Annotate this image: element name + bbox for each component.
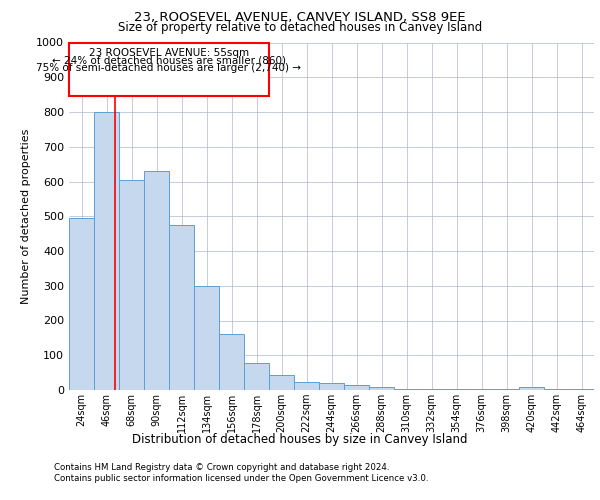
Bar [69, 218, 94, 390]
Text: Contains public sector information licensed under the Open Government Licence v3: Contains public sector information licen… [54, 474, 428, 483]
Text: 23 ROOSEVEL AVENUE: 55sqm: 23 ROOSEVEL AVENUE: 55sqm [89, 48, 249, 58]
Bar [269, 376, 294, 390]
Bar [119, 180, 144, 390]
Bar [219, 334, 244, 390]
Text: ← 24% of detached houses are smaller (860): ← 24% of detached houses are smaller (86… [52, 56, 286, 66]
Text: 23, ROOSEVEL AVENUE, CANVEY ISLAND, SS8 9EE: 23, ROOSEVEL AVENUE, CANVEY ISLAND, SS8 … [134, 11, 466, 24]
Bar [194, 286, 219, 390]
Bar [169, 225, 194, 390]
Bar [244, 363, 269, 390]
Bar [94, 112, 119, 390]
Bar [69, 42, 269, 96]
Y-axis label: Number of detached properties: Number of detached properties [20, 128, 31, 304]
Bar [319, 383, 344, 390]
Bar [519, 386, 544, 390]
Text: Contains HM Land Registry data © Crown copyright and database right 2024.: Contains HM Land Registry data © Crown c… [54, 462, 389, 471]
Bar [344, 385, 369, 390]
Text: Size of property relative to detached houses in Canvey Island: Size of property relative to detached ho… [118, 21, 482, 34]
Bar [144, 171, 169, 390]
Bar [294, 382, 319, 390]
Bar [369, 386, 394, 390]
Text: Distribution of detached houses by size in Canvey Island: Distribution of detached houses by size … [132, 432, 468, 446]
Text: 75% of semi-detached houses are larger (2,740) →: 75% of semi-detached houses are larger (… [37, 62, 302, 72]
